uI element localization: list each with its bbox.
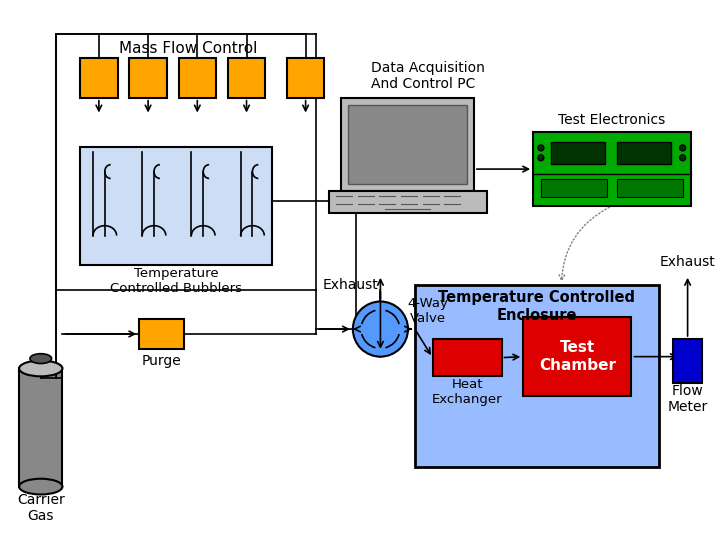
Bar bbox=[433, 339, 502, 376]
Text: Mass Flow Control: Mass Flow Control bbox=[120, 41, 258, 56]
Bar bbox=[617, 179, 683, 197]
Bar bbox=[523, 318, 631, 396]
Text: Test Electronics: Test Electronics bbox=[558, 113, 665, 127]
Ellipse shape bbox=[19, 361, 63, 376]
Bar bbox=[415, 285, 659, 467]
Text: Temperature Controlled
Enclosure: Temperature Controlled Enclosure bbox=[438, 290, 636, 322]
Bar bbox=[672, 339, 703, 383]
Bar bbox=[348, 105, 467, 184]
Bar bbox=[19, 368, 63, 487]
Text: Carrier
Gas: Carrier Gas bbox=[17, 493, 65, 523]
Circle shape bbox=[680, 155, 685, 161]
Bar bbox=[341, 98, 474, 191]
Bar bbox=[228, 58, 265, 98]
Circle shape bbox=[353, 301, 408, 356]
Bar bbox=[551, 142, 605, 164]
Bar bbox=[80, 147, 272, 265]
Text: Exhaust: Exhaust bbox=[660, 255, 716, 269]
Text: Exhaust: Exhaust bbox=[323, 278, 379, 292]
FancyArrowPatch shape bbox=[559, 207, 609, 280]
Bar bbox=[130, 58, 167, 98]
Bar bbox=[541, 179, 607, 197]
Text: Test
Chamber: Test Chamber bbox=[539, 340, 616, 373]
Bar bbox=[533, 132, 690, 206]
Bar bbox=[617, 142, 671, 164]
Ellipse shape bbox=[30, 354, 52, 363]
Bar bbox=[329, 191, 487, 213]
Text: Temperature
Controlled Bubblers: Temperature Controlled Bubblers bbox=[110, 267, 242, 295]
Text: Data Acquisition
And Control PC: Data Acquisition And Control PC bbox=[371, 61, 485, 91]
Circle shape bbox=[538, 155, 544, 161]
Bar bbox=[179, 58, 216, 98]
Bar bbox=[80, 58, 117, 98]
Ellipse shape bbox=[19, 479, 63, 495]
Text: Flow
Meter: Flow Meter bbox=[667, 384, 708, 414]
Text: Purge: Purge bbox=[142, 354, 181, 368]
Text: Heat
Exchanger: Heat Exchanger bbox=[432, 378, 503, 406]
Circle shape bbox=[538, 145, 544, 151]
Text: 4-Way
Valve: 4-Way Valve bbox=[408, 298, 448, 326]
Bar bbox=[287, 58, 324, 98]
Bar bbox=[139, 319, 184, 349]
Circle shape bbox=[680, 145, 685, 151]
